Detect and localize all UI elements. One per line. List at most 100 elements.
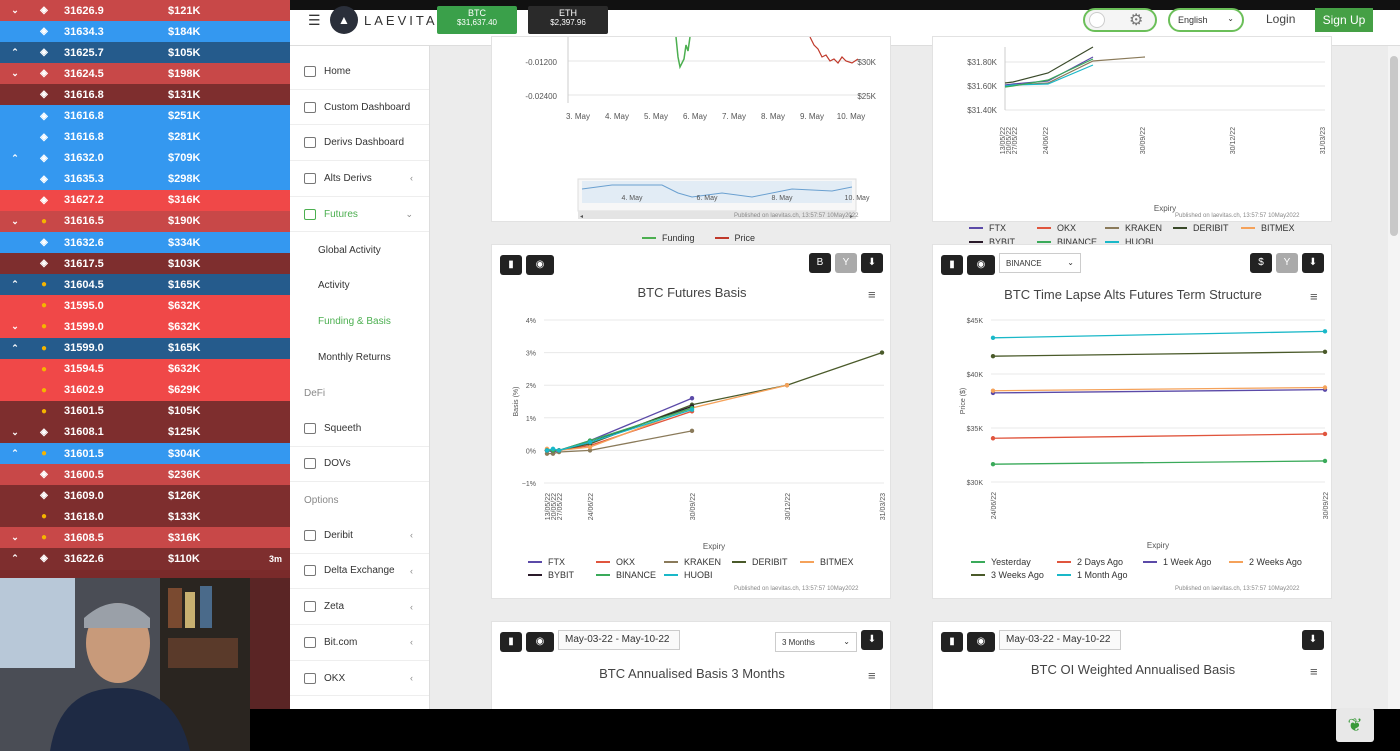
timelapse-dollar-button[interactable]: $: [1250, 253, 1272, 273]
legend-item[interactable]: BITMEX: [800, 557, 854, 567]
data-point[interactable]: [587, 448, 593, 453]
legend-item[interactable]: BYBIT: [969, 237, 1015, 247]
period-select[interactable]: 3 Months ⌄: [775, 632, 857, 652]
data-point[interactable]: [990, 436, 996, 441]
data-point[interactable]: [1322, 385, 1328, 390]
legend-item[interactable]: FTX: [969, 223, 1006, 233]
legend-item[interactable]: BITMEX: [1241, 223, 1295, 233]
data-point[interactable]: [587, 440, 593, 445]
bookmark-icon[interactable]: ▮: [941, 632, 963, 652]
sidebar-item-okx[interactable]: OKX ‹: [290, 661, 429, 697]
bookmark-icon[interactable]: ▮: [500, 255, 522, 275]
eye-icon[interactable]: ◉: [526, 255, 554, 275]
download-icon[interactable]: ⬇: [861, 630, 883, 650]
legend-item[interactable]: BINANCE: [596, 570, 656, 580]
legend-item[interactable]: DERIBIT: [732, 557, 788, 567]
hamburger-menu-icon[interactable]: ☰: [308, 12, 321, 28]
eye-icon[interactable]: ◉: [967, 632, 995, 652]
legend-item[interactable]: KRAKEN: [1105, 223, 1162, 233]
download-icon[interactable]: ⬇: [861, 253, 883, 273]
eye-icon[interactable]: ◉: [526, 632, 554, 652]
data-point[interactable]: [550, 451, 556, 456]
btc-ticker[interactable]: BTC $31,637.40: [437, 6, 517, 34]
data-point[interactable]: [544, 448, 550, 453]
sidebar-item-futures[interactable]: Futures ⌄: [290, 197, 429, 233]
legend-item[interactable]: 1 Month Ago: [1057, 570, 1128, 580]
legend-item[interactable]: HUOBI: [1105, 237, 1154, 247]
scrollbar-thumb[interactable]: [1390, 56, 1398, 236]
exchange-select[interactable]: BINANCE ⌄: [999, 253, 1081, 273]
data-point[interactable]: [1322, 329, 1328, 334]
basis-b-button[interactable]: B: [809, 253, 831, 273]
page-scrollbar[interactable]: [1388, 46, 1400, 709]
legend-item[interactable]: HUOBI: [664, 570, 713, 580]
data-point[interactable]: [990, 353, 996, 359]
data-point[interactable]: [784, 383, 790, 388]
legend-item[interactable]: 2 Weeks Ago: [1229, 557, 1302, 567]
language-select[interactable]: English ⌄: [1168, 8, 1244, 32]
data-point[interactable]: [689, 428, 695, 434]
legend-item[interactable]: DERIBIT: [1173, 223, 1229, 233]
sidebar-item-zeta[interactable]: Zeta ‹: [290, 589, 429, 625]
data-point[interactable]: [689, 407, 695, 412]
nav-right-arrow-icon[interactable]: ▸: [850, 214, 853, 220]
date-range-picker[interactable]: May-03-22 - May-10-22: [558, 630, 680, 650]
legend-item[interactable]: 1 Week Ago: [1143, 557, 1211, 567]
data-point[interactable]: [556, 448, 562, 453]
sidebar-item-deribit[interactable]: Deribit ‹: [290, 518, 429, 554]
theme-toggle[interactable]: ⚙: [1083, 8, 1157, 32]
data-point[interactable]: [990, 461, 996, 467]
legend-item[interactable]: 3 Weeks Ago: [971, 570, 1044, 580]
basis-y-button[interactable]: Y: [835, 253, 857, 273]
data-point[interactable]: [1322, 349, 1328, 355]
sidebar-item-custom-dashboard[interactable]: Custom Dashboard: [290, 90, 429, 126]
sidebar-item-home[interactable]: Home: [290, 54, 429, 90]
data-point[interactable]: [990, 388, 996, 393]
data-point[interactable]: [550, 446, 556, 451]
login-link[interactable]: Login: [1266, 12, 1296, 26]
signup-button[interactable]: Sign Up: [1315, 8, 1373, 32]
legend-item[interactable]: 2 Days Ago: [1057, 557, 1123, 567]
legend-item[interactable]: BINANCE: [1037, 237, 1097, 247]
chart-menu-icon[interactable]: ≡: [1310, 289, 1318, 304]
navigator-window[interactable]: [582, 181, 852, 203]
data-point[interactable]: [587, 444, 593, 450]
sidebar-item-squeeth[interactable]: Squeeth: [290, 411, 429, 447]
nav-left-arrow-icon[interactable]: ◂: [580, 214, 583, 220]
eth-ticker[interactable]: ETH $2,397.96: [528, 6, 608, 34]
chart-menu-icon[interactable]: ≡: [868, 287, 876, 302]
legend-item[interactable]: KRAKEN: [664, 557, 721, 567]
legend-item[interactable]: Price: [714, 233, 755, 243]
date-range-picker[interactable]: May-03-22 - May-10-22: [999, 630, 1121, 650]
chart-menu-icon[interactable]: ≡: [868, 668, 876, 683]
data-point[interactable]: [689, 396, 695, 401]
data-point[interactable]: [1322, 431, 1328, 437]
data-point[interactable]: [879, 350, 885, 355]
bookmark-icon[interactable]: ▮: [941, 255, 963, 275]
navigator-scrollbar[interactable]: [578, 211, 856, 219]
legend-item[interactable]: Yesterday: [971, 557, 1031, 567]
sidebar-item-bit-com[interactable]: Bit.com ‹: [290, 625, 429, 661]
sidebar-item-derivs-dashboard[interactable]: Derivs Dashboard: [290, 125, 429, 162]
chart-menu-icon[interactable]: ≡: [1310, 664, 1318, 679]
legend-item[interactable]: FTX: [528, 557, 565, 567]
laevitas-logo-icon[interactable]: ▲: [330, 6, 358, 34]
bookmark-icon[interactable]: ▮: [500, 632, 522, 652]
sidebar-item-funding-basis[interactable]: Funding & Basis: [290, 304, 429, 340]
sidebar-item-delta-exchange[interactable]: Delta Exchange ‹: [290, 554, 429, 590]
legend-item[interactable]: BYBIT: [528, 570, 574, 580]
sidebar-item-dovs[interactable]: DOVs: [290, 447, 429, 483]
sidebar-item-activity[interactable]: Activity: [290, 268, 429, 304]
download-icon[interactable]: ⬇: [1302, 630, 1324, 650]
sidebar-item-alts-derivs[interactable]: Alts Derivs ‹: [290, 161, 429, 197]
download-icon[interactable]: ⬇: [1302, 253, 1324, 273]
data-point[interactable]: [544, 451, 550, 456]
eye-icon[interactable]: ◉: [967, 255, 995, 275]
legend-item[interactable]: OKX: [1037, 223, 1076, 233]
legend-item[interactable]: OKX: [596, 557, 635, 567]
timelapse-y-button[interactable]: Y: [1276, 253, 1298, 273]
sidebar-item-monthly-returns[interactable]: Monthly Returns: [290, 340, 429, 376]
data-point[interactable]: [990, 335, 996, 341]
sidebar-item-global-activity[interactable]: Global Activity: [290, 232, 429, 268]
data-point[interactable]: [1322, 458, 1328, 464]
